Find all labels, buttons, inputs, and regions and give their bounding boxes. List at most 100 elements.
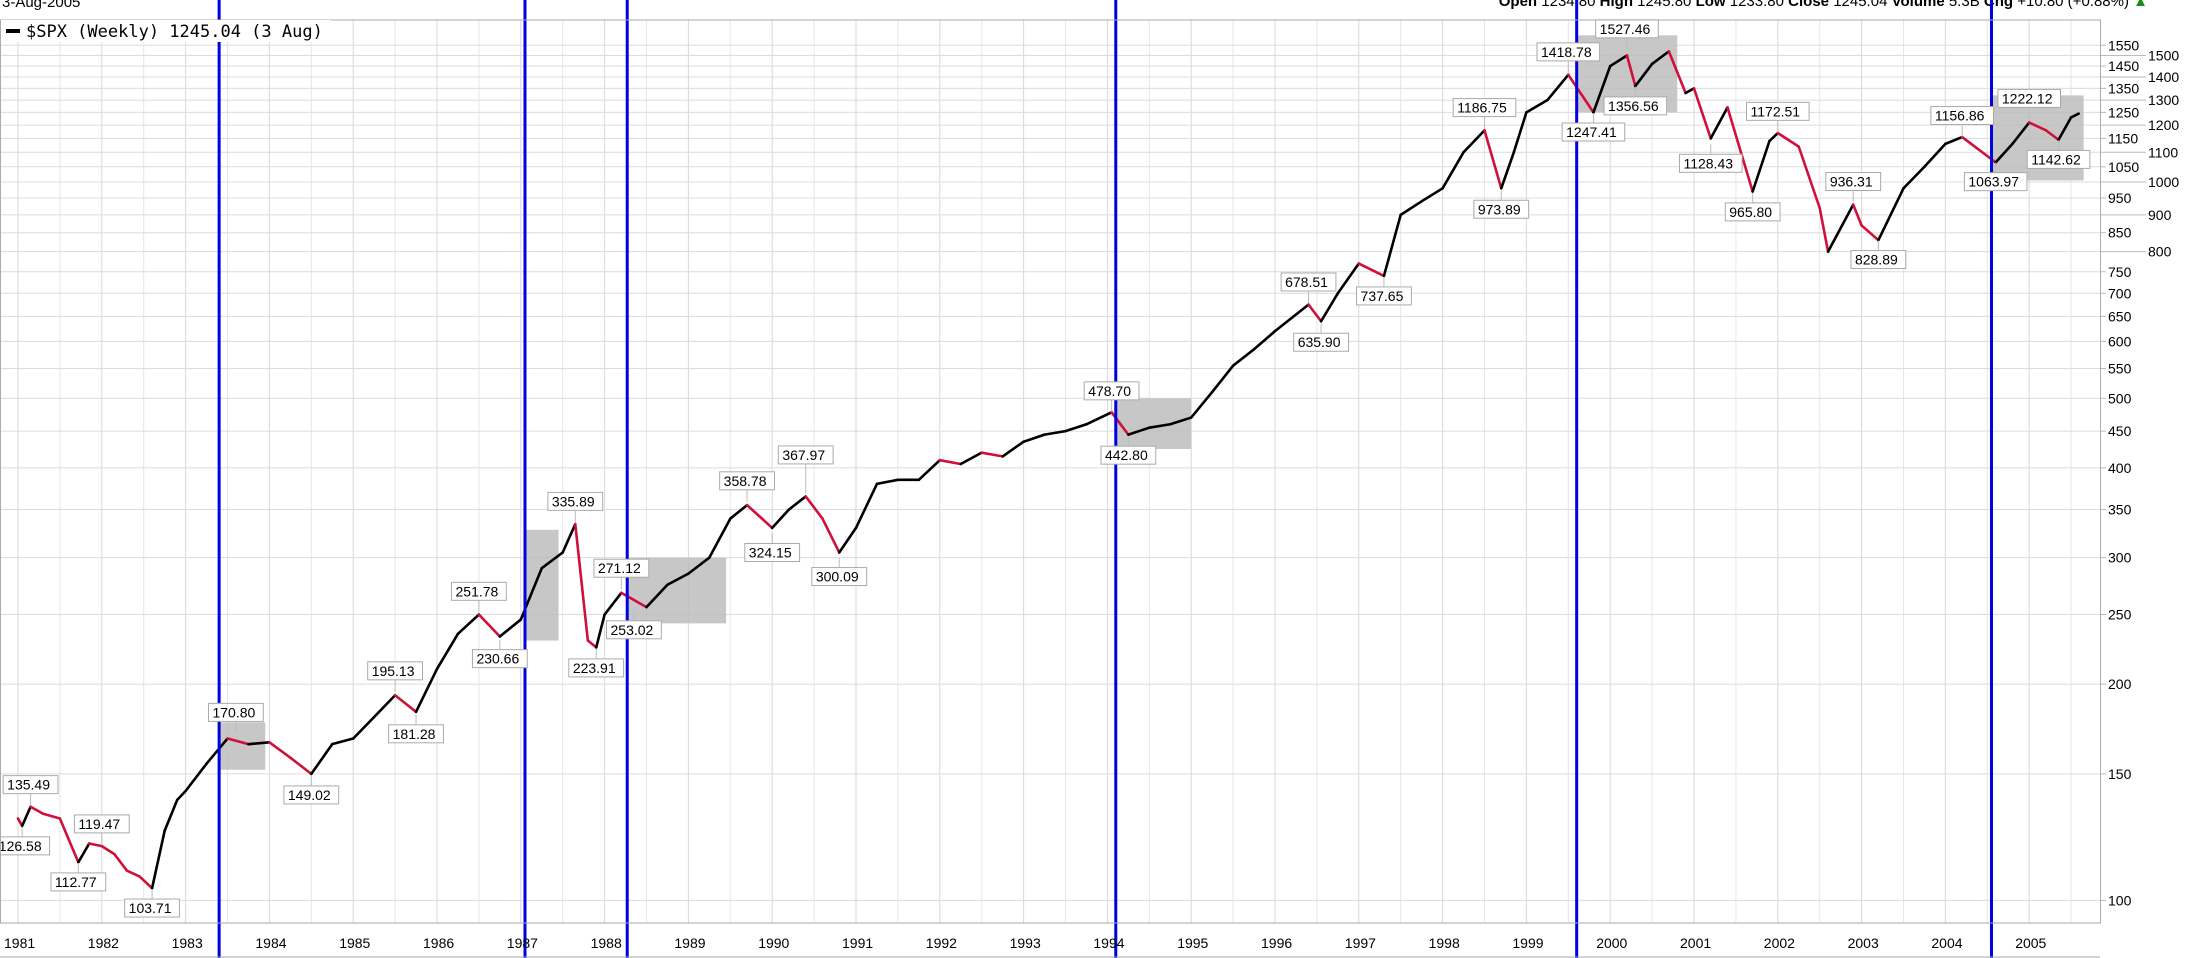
open-value: 1234.80 [1541,0,1596,10]
price-line [16,50,2080,890]
price-segment-down [1307,303,1323,323]
price-segment-up [1064,422,1088,433]
y-tick-label: 1550 [2108,37,2139,53]
price-segment-up [1022,433,1046,444]
annotation-box [811,567,868,587]
annotation-box [1746,101,1810,121]
highlight-box [1115,398,1192,449]
y-tick-label: 650 [2108,308,2132,324]
price-segment-down [1851,203,1863,227]
price-segment-up [77,842,91,864]
price-segment-up [1210,364,1235,394]
price-segment-down [138,875,154,890]
low-value: 1233.80 [1729,0,1784,10]
annotation-label: 1356.56 [1608,98,1659,114]
x-tick-label: 1997 [1345,935,1376,951]
x-tick-label: 1998 [1429,935,1460,951]
annotation-label: 737.65 [1361,288,1404,304]
price-segment-down [1357,262,1386,278]
price-segment-down [2044,129,2060,142]
price-segment-up [1252,329,1277,351]
price-segment-up [1512,111,1528,154]
price-segment-down [573,522,590,642]
open-label: Open [1498,0,1538,10]
y-tick-label: 850 [2108,225,2132,241]
price-segment-up [163,798,179,833]
volume-value: 5.3B [1948,0,1980,10]
annotation-box [2,775,59,795]
x-tick-label: 1984 [255,935,286,951]
price-segment-down [87,842,104,848]
price-segment-up [594,613,606,649]
price-segment-up [498,618,523,638]
price-segment-up [1877,187,1905,242]
price-segment-down [289,756,313,776]
annotation-label: 149.02 [288,787,331,803]
price-segment-down [980,451,1004,458]
y-tick-label: 900 [2148,207,2172,223]
y-tick-label: 600 [2108,333,2132,349]
annotation-label: 103.71 [129,900,172,916]
y-tick-label: 200 [2108,676,2132,692]
annotation-box [1561,122,1626,142]
x-tick-label: 1981 [4,935,35,951]
annotation-box [73,814,130,834]
annotation-label: 119.47 [78,816,120,832]
price-segment-up [372,693,397,719]
price-segment-up [1382,213,1402,278]
x-tick-label: 2005 [2015,935,2046,951]
y-tick-label: 800 [2148,244,2172,260]
price-segment-up [854,482,879,530]
price-segment-down [1667,50,1687,95]
annotation-label: 1222.12 [2002,90,2053,106]
price-segment-up [540,551,565,570]
price-segment-up [959,451,984,466]
price-segment-up [787,495,808,511]
price-segment-up [1273,303,1310,333]
annotation-label: 828.89 [1855,252,1898,268]
y-tick-label: 1400 [2148,69,2179,85]
annotation-box [1083,381,1140,401]
y-tick-label: 1150 [2108,130,2138,146]
price-segment-up [1085,411,1113,426]
price-segment-down [1567,73,1595,114]
price-segment-down [938,458,963,466]
price-segment-up [917,458,942,482]
annotation-label: 195.13 [372,663,415,679]
y-tick-label: 500 [2108,390,2132,406]
x-tick-label: 1995 [1177,935,1208,951]
up-arrow-icon: ▲ [2133,0,2148,10]
price-segment-up [770,508,791,530]
price-segment-up [414,667,439,714]
price-segment-up [666,572,690,587]
annotation-label: 1172.51 [1751,103,1801,119]
annotation-label: 1128.43 [1683,155,1733,171]
annotation-box [1293,332,1349,352]
price-segment-up [1709,106,1729,140]
price-segment-up [1684,87,1696,95]
annotation-box [50,872,107,892]
annotation-label: 1418.78 [1541,44,1592,60]
price-segment-down [1726,106,1754,193]
price-segment-up [1148,422,1172,429]
x-tick-label: 1989 [674,935,705,951]
annotation-label: 170.80 [212,704,255,720]
y-tick-label: 350 [2108,502,2132,518]
price-segment-up [184,762,208,793]
annotation-label: 442.80 [1105,447,1148,463]
price-segment-up [645,583,669,609]
price-segment-up [1189,390,1214,419]
annotation-box [388,724,444,744]
annotation-label: 1142.62 [2031,151,2081,167]
price-segment-up [351,715,376,740]
x-tick-label: 1982 [88,935,119,951]
x-tick-label: 1993 [1010,935,1041,951]
annotation-label: 1186.75 [1457,100,1507,116]
price-segment-up [2057,116,2073,142]
high-value: 1245.80 [1637,0,1692,10]
ohlc-readout: Open 1234.80 High 1245.80 Low 1233.80 Cl… [1499,0,2148,10]
annotation-label: 223.91 [573,660,616,676]
annotation-label: 135.49 [7,777,50,793]
price-segment-down [226,737,250,746]
price-segment-up [1650,50,1671,66]
